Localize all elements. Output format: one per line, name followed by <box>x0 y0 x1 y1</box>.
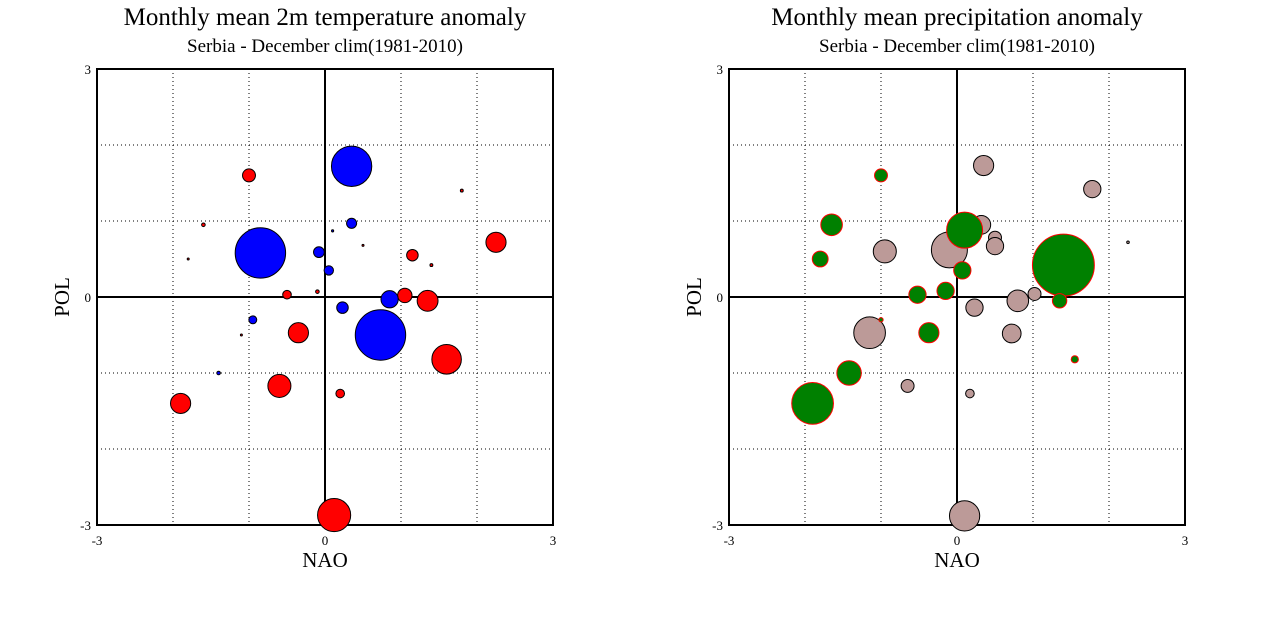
data-bubble <box>1126 240 1130 245</box>
temperature-scatter-plot: -3 0 3 -3 0 3 NAO POL <box>50 62 557 572</box>
data-bubble <box>973 154 995 177</box>
data-bubble <box>878 317 884 323</box>
data-bubble <box>242 168 256 183</box>
x-tick-label: 0 <box>322 533 329 548</box>
data-bubble <box>216 370 221 376</box>
y-tick-label: 3 <box>717 62 724 77</box>
data-bubble <box>1006 289 1030 313</box>
data-bubble <box>431 344 462 375</box>
data-bubble <box>429 263 434 268</box>
data-bubble <box>1001 323 1022 344</box>
data-bubble <box>323 265 334 276</box>
data-bubble <box>380 290 399 309</box>
data-bubble <box>908 285 927 304</box>
chart-title: Monthly mean 2m temperature anomaly <box>123 4 527 31</box>
data-bubble <box>330 145 373 187</box>
data-bubble <box>1027 286 1042 301</box>
data-bubble <box>346 217 358 229</box>
data-bubble <box>965 388 975 399</box>
y-tick-label: 0 <box>717 290 724 305</box>
data-bubble <box>315 289 320 294</box>
y-tick-label: 3 <box>85 62 92 77</box>
data-bubble <box>336 301 349 314</box>
data-bubble <box>853 316 886 350</box>
y-tick-label: -3 <box>80 518 91 533</box>
data-bubble <box>416 289 439 312</box>
y-axis-label: POL <box>682 277 706 317</box>
data-bubble <box>282 289 292 300</box>
chart-subtitle: Serbia - December clim(1981-2010) <box>819 36 1095 57</box>
data-bubble <box>1051 293 1068 309</box>
y-tick-label: 0 <box>85 290 92 305</box>
x-tick-label: 3 <box>1182 533 1189 548</box>
data-bubble <box>948 500 981 532</box>
data-bubble <box>820 213 843 237</box>
data-bubble <box>239 333 243 337</box>
x-tick-label: -3 <box>92 533 103 548</box>
data-bubble <box>485 231 507 253</box>
data-bubble <box>953 261 972 280</box>
data-bubble <box>918 322 940 344</box>
data-bubble <box>872 239 897 264</box>
x-axis-label: NAO <box>302 548 348 572</box>
data-bubble <box>936 281 955 301</box>
data-bubble <box>317 498 352 533</box>
data-bubble <box>874 168 888 183</box>
data-bubble <box>313 246 325 259</box>
data-bubble <box>900 378 915 393</box>
data-bubble <box>836 360 862 386</box>
data-bubble <box>406 248 419 262</box>
data-bubble <box>335 388 346 399</box>
x-tick-label: -3 <box>724 533 735 548</box>
data-bubble <box>248 315 258 325</box>
data-bubble <box>361 243 365 247</box>
chart-title: Monthly mean precipitation anomaly <box>771 4 1143 31</box>
data-bubble <box>267 373 292 398</box>
data-bubble <box>946 211 984 249</box>
chart-subtitle: Serbia - December clim(1981-2010) <box>187 36 463 57</box>
data-bubble <box>170 392 192 414</box>
data-bubble <box>397 287 413 304</box>
data-bubble <box>331 229 335 233</box>
x-axis-label: NAO <box>934 548 980 572</box>
data-bubble <box>1083 179 1102 199</box>
data-bubble <box>201 222 206 228</box>
data-bubble <box>1031 233 1095 297</box>
y-tick-label: -3 <box>712 518 723 533</box>
data-bubble <box>811 250 829 268</box>
precipitation-scatter-plot: -3 0 3 -3 0 3 NAO POL <box>682 62 1189 572</box>
x-tick-label: 0 <box>954 533 961 548</box>
precipitation-chart-panel: Monthly mean precipitation anomaly Serbi… <box>632 0 1264 622</box>
temperature-chart-panel: Monthly mean 2m temperature anomaly Serb… <box>50 4 557 572</box>
y-axis-label: POL <box>50 277 74 317</box>
data-bubble <box>1070 355 1079 364</box>
data-bubble <box>791 382 834 425</box>
data-bubble <box>287 322 309 344</box>
data-bubble <box>459 188 464 193</box>
data-bubble <box>354 309 407 361</box>
x-tick-label: 3 <box>550 533 557 548</box>
data-bubble <box>965 298 984 317</box>
data-bubble <box>985 236 1005 256</box>
data-bubble <box>186 257 190 261</box>
data-bubble <box>234 227 287 279</box>
